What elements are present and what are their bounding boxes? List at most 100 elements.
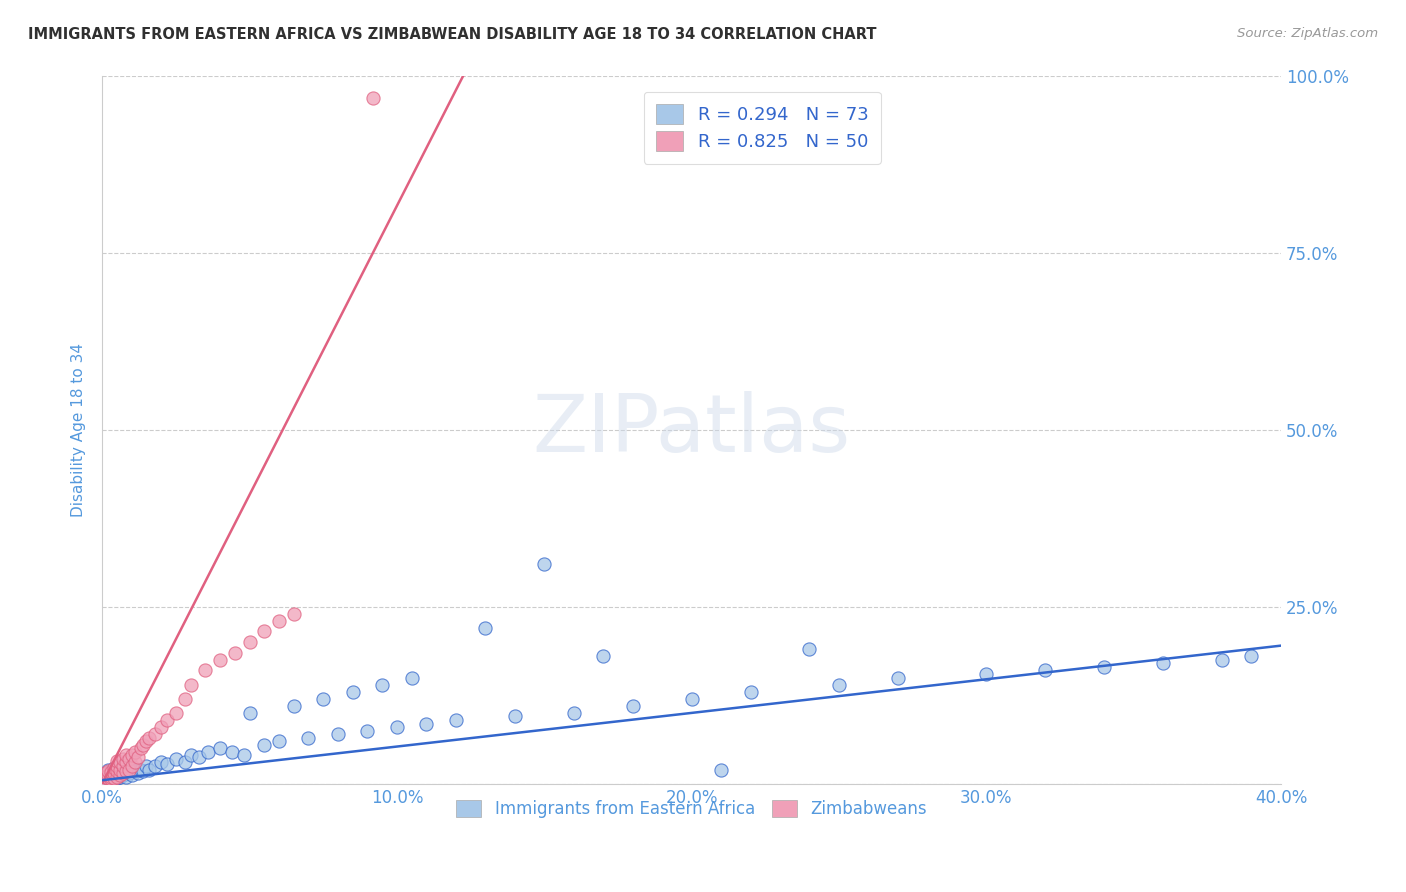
- Point: [326, 727, 349, 741]
- Point: [94, 766, 117, 780]
- Point: [97, 764, 120, 778]
- Point: [974, 667, 997, 681]
- Point: [221, 745, 243, 759]
- Point: [238, 635, 260, 649]
- Point: [108, 763, 131, 777]
- Point: [143, 727, 166, 741]
- Point: [283, 698, 305, 713]
- Point: [267, 734, 290, 748]
- Point: [533, 557, 555, 571]
- Point: [474, 621, 496, 635]
- Point: [562, 706, 585, 720]
- Point: [121, 768, 143, 782]
- Point: [267, 614, 290, 628]
- Point: [97, 771, 120, 785]
- Point: [740, 684, 762, 698]
- Point: [188, 749, 211, 764]
- Point: [312, 691, 335, 706]
- Point: [621, 698, 644, 713]
- Point: [118, 752, 141, 766]
- Text: ZIPatlas: ZIPatlas: [533, 391, 851, 468]
- Point: [105, 771, 128, 785]
- Point: [1240, 649, 1263, 664]
- Point: [828, 677, 851, 691]
- Point: [114, 761, 136, 775]
- Point: [121, 759, 143, 773]
- Point: [124, 745, 146, 759]
- Point: [1092, 660, 1115, 674]
- Point: [173, 691, 195, 706]
- Point: [799, 642, 821, 657]
- Point: [238, 706, 260, 720]
- Point: [156, 713, 179, 727]
- Point: [94, 773, 117, 788]
- Point: [103, 767, 125, 781]
- Point: [180, 748, 202, 763]
- Point: [100, 770, 122, 784]
- Point: [97, 766, 120, 780]
- Point: [401, 671, 423, 685]
- Point: [121, 748, 143, 763]
- Point: [224, 646, 246, 660]
- Point: [253, 624, 276, 639]
- Point: [283, 607, 305, 621]
- Point: [105, 754, 128, 768]
- Point: [105, 770, 128, 784]
- Point: [105, 759, 128, 773]
- Point: [111, 768, 134, 782]
- Point: [108, 768, 131, 782]
- Point: [108, 756, 131, 770]
- Point: [385, 720, 408, 734]
- Point: [105, 766, 128, 780]
- Point: [138, 763, 160, 777]
- Point: [111, 759, 134, 773]
- Text: Source: ZipAtlas.com: Source: ZipAtlas.com: [1237, 27, 1378, 40]
- Point: [173, 756, 195, 770]
- Point: [180, 677, 202, 691]
- Point: [114, 770, 136, 784]
- Point: [114, 764, 136, 778]
- Point: [124, 756, 146, 770]
- Point: [132, 738, 155, 752]
- Y-axis label: Disability Age 18 to 34: Disability Age 18 to 34: [72, 343, 86, 516]
- Point: [710, 763, 733, 777]
- Point: [135, 759, 157, 773]
- Point: [127, 749, 149, 764]
- Point: [111, 752, 134, 766]
- Point: [124, 764, 146, 778]
- Point: [100, 764, 122, 778]
- Point: [97, 768, 120, 782]
- Point: [103, 772, 125, 787]
- Point: [1152, 657, 1174, 671]
- Point: [118, 759, 141, 773]
- Point: [103, 766, 125, 780]
- Point: [108, 770, 131, 784]
- Point: [209, 741, 232, 756]
- Point: [681, 691, 703, 706]
- Point: [1211, 653, 1233, 667]
- Point: [209, 653, 232, 667]
- Point: [887, 671, 910, 685]
- Point: [1033, 664, 1056, 678]
- Point: [100, 768, 122, 782]
- Point: [100, 773, 122, 788]
- Point: [100, 765, 122, 780]
- Point: [111, 766, 134, 780]
- Point: [105, 764, 128, 778]
- Point: [132, 764, 155, 778]
- Point: [150, 720, 173, 734]
- Point: [94, 770, 117, 784]
- Point: [165, 752, 187, 766]
- Point: [129, 741, 152, 756]
- Point: [363, 91, 385, 105]
- Point: [135, 734, 157, 748]
- Point: [103, 761, 125, 775]
- Point: [444, 713, 467, 727]
- Point: [129, 763, 152, 777]
- Point: [100, 772, 122, 787]
- Point: [118, 763, 141, 777]
- Point: [97, 771, 120, 785]
- Point: [156, 756, 179, 771]
- Point: [97, 763, 120, 777]
- Point: [194, 664, 217, 678]
